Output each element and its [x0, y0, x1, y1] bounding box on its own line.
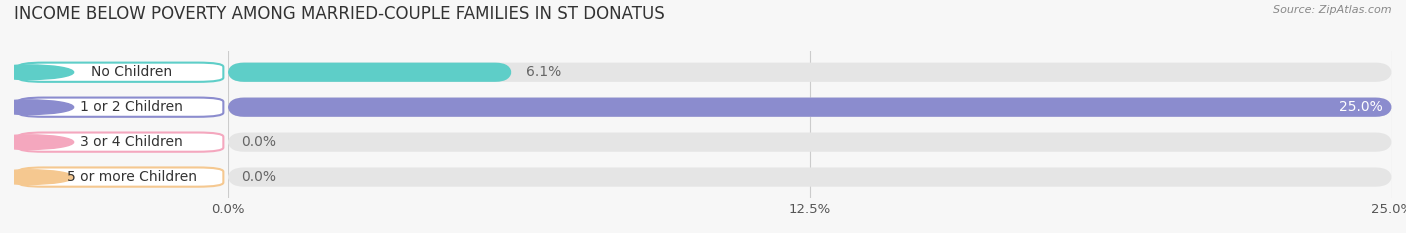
Circle shape	[0, 170, 73, 184]
FancyBboxPatch shape	[228, 63, 512, 82]
Circle shape	[0, 135, 73, 149]
FancyBboxPatch shape	[228, 133, 1392, 152]
Text: 1 or 2 Children: 1 or 2 Children	[80, 100, 183, 114]
Text: 25.0%: 25.0%	[1339, 100, 1382, 114]
Text: INCOME BELOW POVERTY AMONG MARRIED-COUPLE FAMILIES IN ST DONATUS: INCOME BELOW POVERTY AMONG MARRIED-COUPL…	[14, 5, 665, 23]
FancyBboxPatch shape	[228, 98, 1392, 117]
FancyBboxPatch shape	[18, 98, 224, 117]
Text: 3 or 4 Children: 3 or 4 Children	[80, 135, 183, 149]
FancyBboxPatch shape	[228, 63, 1392, 82]
Text: 0.0%: 0.0%	[242, 135, 277, 149]
Circle shape	[0, 100, 73, 114]
FancyBboxPatch shape	[18, 168, 224, 187]
Text: Source: ZipAtlas.com: Source: ZipAtlas.com	[1274, 5, 1392, 15]
FancyBboxPatch shape	[18, 133, 224, 152]
Text: 6.1%: 6.1%	[526, 65, 561, 79]
Text: 5 or more Children: 5 or more Children	[66, 170, 197, 184]
FancyBboxPatch shape	[228, 168, 1392, 187]
Text: 0.0%: 0.0%	[242, 170, 277, 184]
FancyBboxPatch shape	[18, 63, 224, 82]
FancyBboxPatch shape	[228, 98, 1392, 117]
Circle shape	[0, 65, 73, 79]
Text: No Children: No Children	[91, 65, 172, 79]
